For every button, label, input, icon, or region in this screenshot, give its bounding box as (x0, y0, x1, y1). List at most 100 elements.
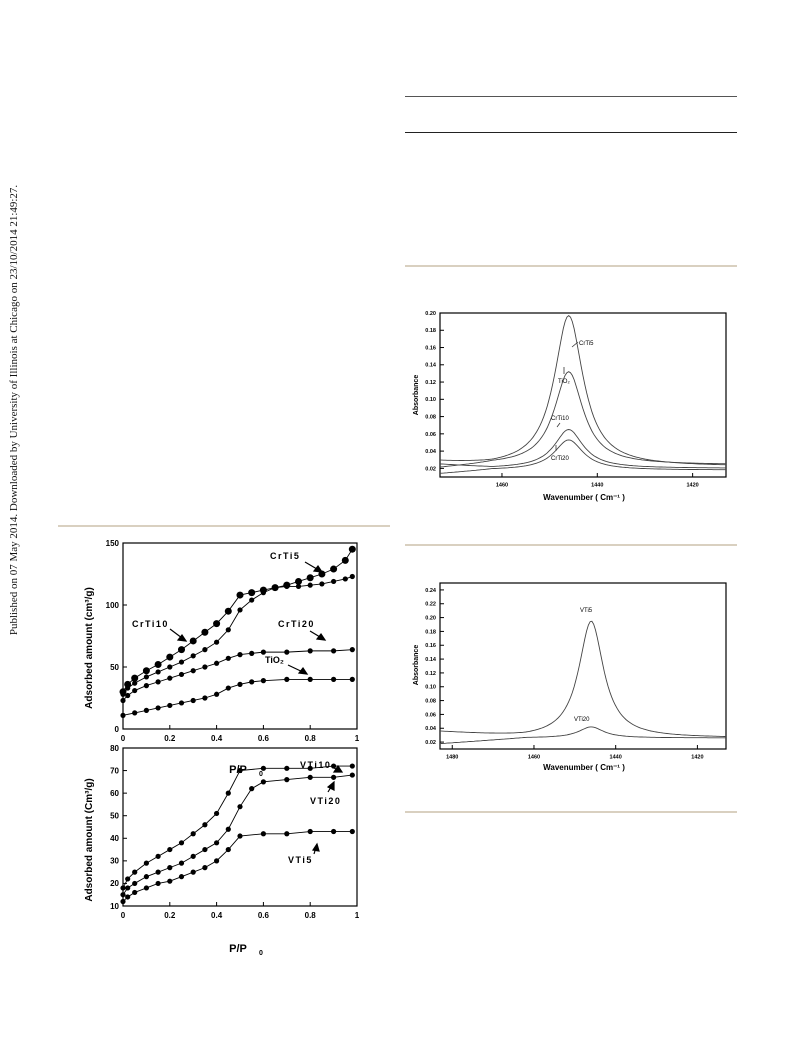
data-point-crti10 (202, 647, 208, 653)
data-point-vti5 (190, 869, 196, 875)
data-point-vti20 (249, 786, 255, 792)
y-tick-label: 0.02 (425, 740, 436, 746)
data-point-crti20 (225, 655, 231, 661)
y-tick-label: 0.20 (425, 616, 436, 622)
x-tick-label: 0.2 (164, 734, 176, 743)
y-tick-label: 150 (106, 539, 120, 548)
y-tick-label: 0.14 (425, 657, 437, 663)
data-point-crti10 (190, 653, 196, 659)
data-point-vti20 (178, 860, 185, 866)
section-divider (405, 265, 737, 267)
y-tick-label: 70 (110, 766, 119, 775)
data-point-vti10 (260, 765, 266, 771)
data-point-vti10 (214, 810, 220, 817)
data-point-crti10 (178, 659, 185, 665)
section-divider (405, 811, 737, 813)
spectrum-line-crti20 (439, 439, 726, 474)
peak-label-crti5: CrTi5 (579, 341, 594, 347)
peak-label-crti20: CrTi20 (551, 456, 569, 462)
y-tick-label: 0.04 (425, 449, 437, 455)
data-point-crti20 (132, 687, 138, 694)
data-point-crti20 (249, 650, 255, 656)
data-point-crti20 (214, 660, 220, 666)
data-point-vti20 (143, 874, 149, 880)
data-point-crti20 (349, 647, 355, 653)
data-point-tio (143, 707, 149, 713)
table-rule-bottom (405, 132, 737, 133)
data-point-vti20 (125, 885, 131, 891)
y-tick-label: 50 (110, 663, 119, 672)
data-point-crti10 (143, 674, 149, 680)
x-tick-label: 1440 (591, 483, 603, 489)
plot-frame (122, 542, 358, 730)
data-point-crti5 (189, 637, 197, 645)
data-point-vti5 (178, 874, 185, 880)
spectrum-line-crti10 (439, 429, 726, 469)
publication-sidebar: Published on 07 May 2014. Downloaded by … (2, 185, 26, 635)
x-tick-label: 0 (121, 734, 126, 743)
data-point-tio (214, 691, 220, 697)
data-point-vti10 (178, 840, 185, 846)
x-tick-label: 0.6 (258, 911, 270, 920)
data-point-vti10 (132, 869, 138, 875)
data-point-vti5 (225, 846, 231, 853)
data-point-crti10 (167, 664, 173, 670)
data-point-crti20 (190, 668, 196, 674)
spectrum-line-crti5 (440, 315, 727, 466)
data-point-crti5 (348, 545, 356, 553)
y-tick-label: 0.12 (425, 380, 436, 386)
data-point-vti10 (155, 853, 161, 859)
section-divider (58, 525, 390, 527)
data-point-crti10 (260, 590, 266, 596)
x-tick-label: 1 (355, 734, 360, 743)
y-tick-label: 0.16 (425, 345, 436, 351)
x-tick-label: 1440 (610, 755, 622, 761)
data-point-tio (155, 705, 161, 711)
data-point-vti20 (307, 774, 313, 780)
data-point-vti20 (331, 774, 337, 780)
data-point-crti10 (319, 581, 325, 587)
data-point-crti5 (236, 591, 244, 599)
data-point-tio (225, 685, 231, 691)
y-tick-label: 30 (110, 857, 119, 866)
y-tick-label: 0.24 (425, 588, 437, 594)
data-point-vti10 (284, 765, 290, 771)
data-point-crti5 (142, 667, 150, 675)
data-point-crti20 (331, 648, 337, 654)
y-tick-label: 10 (110, 902, 119, 911)
spectrum-line-vti20 (439, 726, 726, 745)
data-point-vti20 (120, 892, 126, 898)
table-rule-top (405, 96, 737, 97)
data-point-crti5 (341, 556, 349, 564)
y-tick-label: 0.22 (425, 602, 436, 608)
data-point-vti5 (349, 828, 355, 835)
data-point-crti20 (143, 683, 149, 689)
data-point-crti10 (125, 685, 131, 691)
data-point-crti10 (272, 585, 278, 591)
data-point-crti5 (330, 565, 338, 573)
data-point-tio (260, 678, 266, 684)
y-axis-label: Absorbance (413, 375, 420, 416)
data-point-vti10 (125, 876, 131, 882)
data-point-vti20 (349, 772, 355, 778)
series-line-crti5 (122, 548, 353, 693)
y-tick-label: 0.10 (425, 685, 436, 691)
data-point-tio (132, 710, 138, 716)
data-point-tio (307, 676, 313, 682)
data-point-crti10 (295, 583, 302, 589)
series-label-vti5: VTi5 (288, 855, 313, 865)
series-label-vti10: VTi10 (300, 760, 331, 770)
x-tick-label: 1480 (446, 755, 458, 761)
data-point-crti5 (306, 574, 314, 582)
y-tick-label: 0.16 (425, 643, 436, 649)
data-point-vti10 (143, 860, 149, 866)
data-point-crti5 (131, 674, 139, 682)
data-point-vti10 (349, 763, 355, 769)
x-axis-label: P/P (229, 943, 247, 955)
crti-isotherm-chart: P/P 0 Adsorbed amount (cm³/g) CrTi5 CrTi… (84, 539, 360, 778)
data-point-crti10 (307, 582, 313, 588)
data-point-vti10 (307, 765, 313, 771)
data-point-vti5 (307, 828, 313, 835)
plot-frame (439, 312, 727, 478)
series-label-vti20: VTi20 (310, 796, 341, 806)
